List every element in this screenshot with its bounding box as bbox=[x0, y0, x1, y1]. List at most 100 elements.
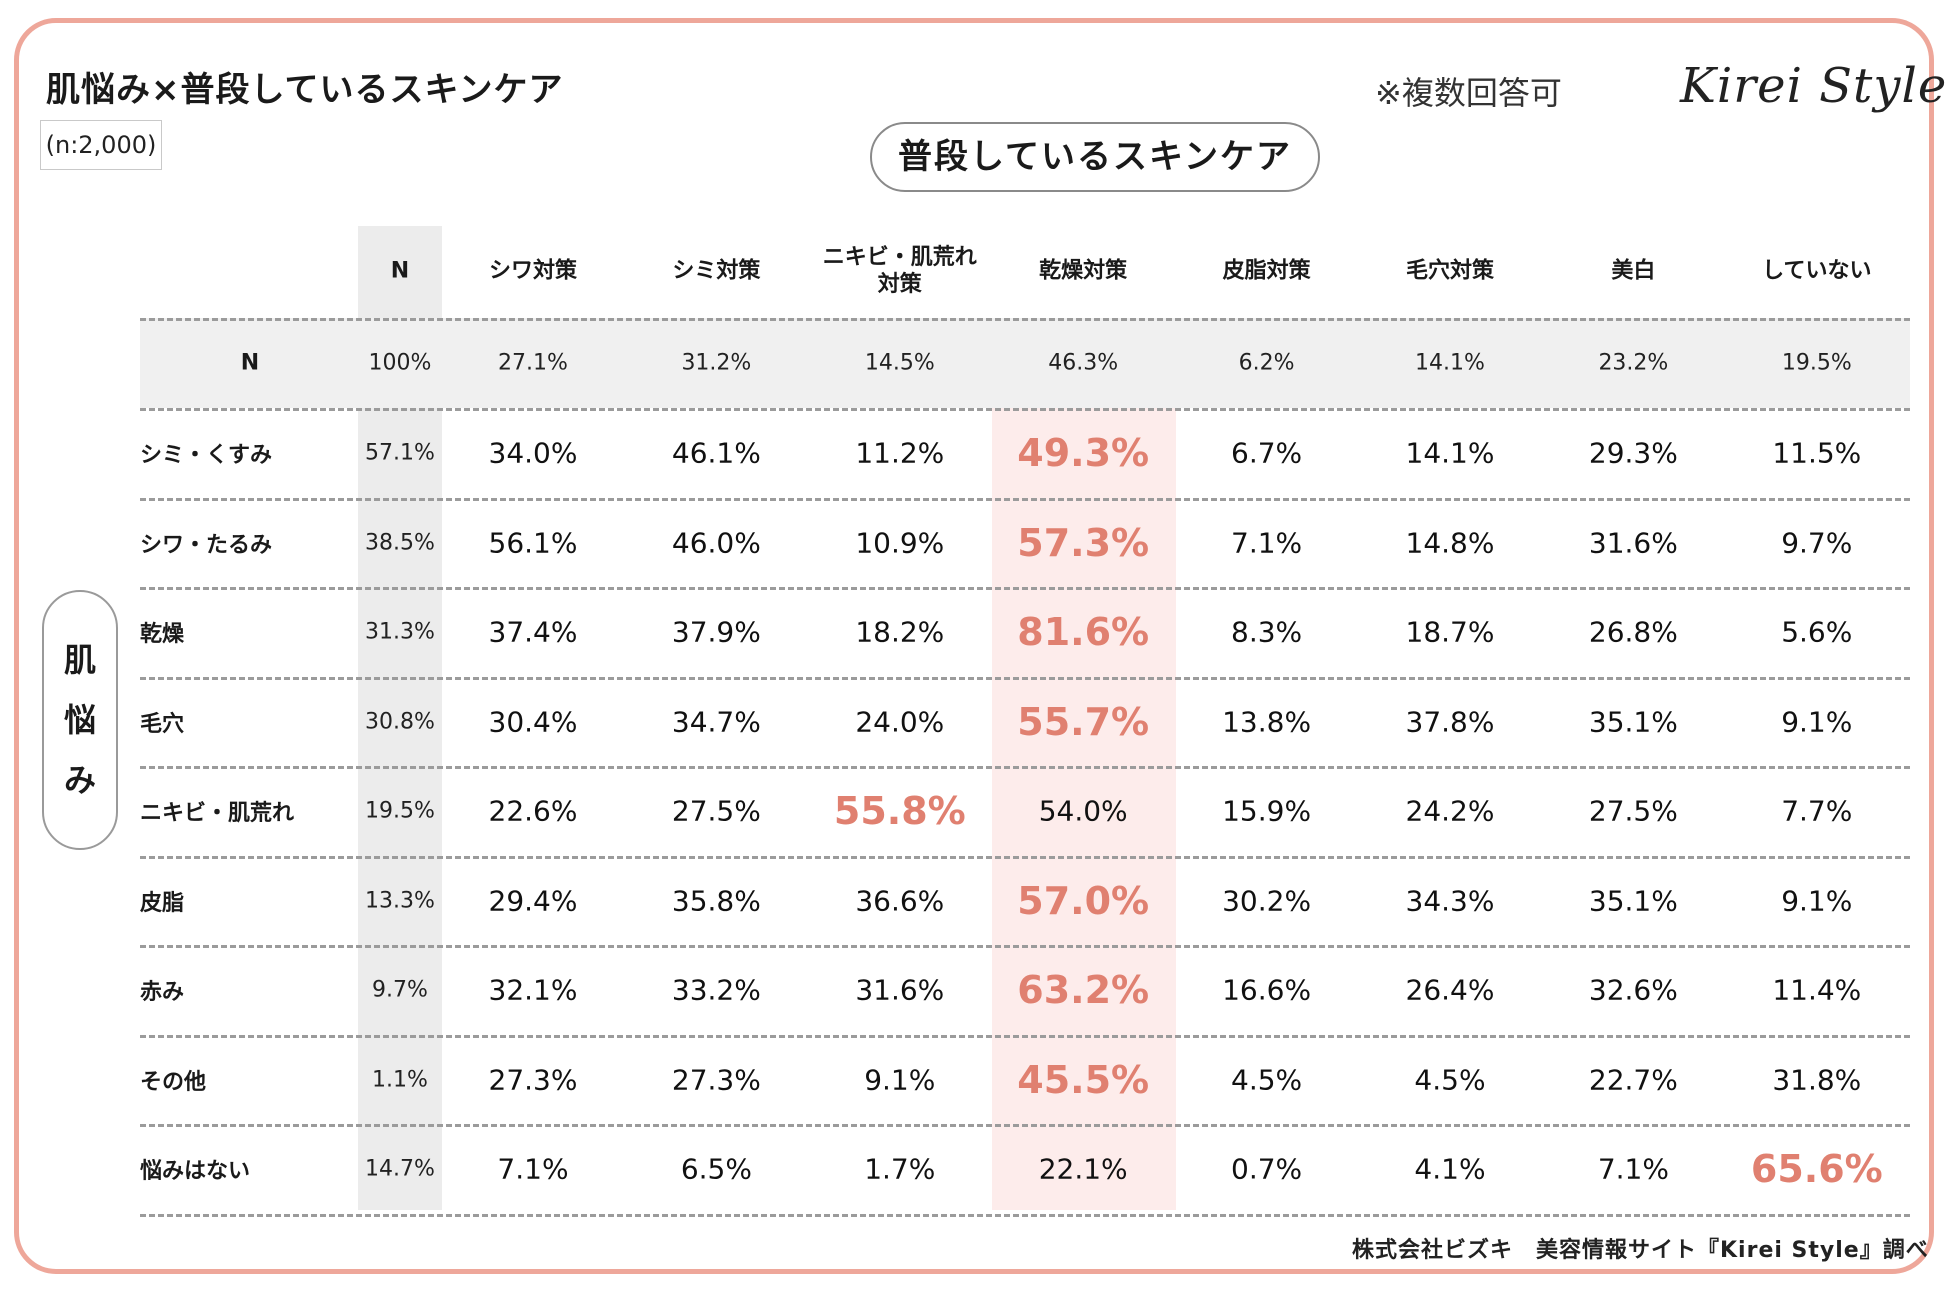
highlight-value: 63.2% bbox=[1017, 968, 1150, 1012]
cell-value: 6.5% bbox=[680, 1152, 752, 1186]
highlight-value: 65.6% bbox=[1750, 1147, 1883, 1191]
cell-value: 4.1% bbox=[1414, 1152, 1486, 1186]
row-n-value: 38.5% bbox=[365, 530, 435, 555]
row-label: シワ・たるみ bbox=[140, 532, 273, 558]
row-divider bbox=[140, 856, 1910, 859]
row-group-char: み bbox=[63, 761, 96, 799]
total-row-value: 14.5% bbox=[864, 350, 935, 376]
cell-value: 14.1% bbox=[1405, 436, 1495, 470]
sample-size-label: (n:2,000) bbox=[40, 120, 162, 170]
row-n-value: 1.1% bbox=[372, 1067, 428, 1092]
cell-value: 29.4% bbox=[488, 884, 578, 917]
cell-value: 30.4% bbox=[488, 705, 578, 738]
cell-value: 35.8% bbox=[671, 884, 761, 917]
cell-value: 33.2% bbox=[671, 973, 761, 1007]
brand-logo: Kirei Style bbox=[1680, 58, 1948, 114]
cell-value: 24.0% bbox=[855, 705, 945, 738]
row-divider bbox=[140, 408, 1910, 411]
cell-value: 37.8% bbox=[1405, 705, 1495, 738]
row-divider bbox=[140, 318, 1910, 321]
cell-value: 26.8% bbox=[1588, 615, 1678, 649]
cell-value: 46.1% bbox=[671, 436, 761, 470]
column-header: シワ対策 bbox=[488, 258, 577, 284]
total-row-value: 31.2% bbox=[681, 350, 752, 376]
multi-answer-note: ※複数回答可 bbox=[1375, 74, 1562, 112]
cell-value: 14.8% bbox=[1405, 526, 1495, 559]
cell-value: 4.5% bbox=[1231, 1063, 1303, 1096]
row-divider bbox=[140, 1124, 1910, 1127]
highlight-column-shade bbox=[992, 408, 1176, 1210]
cell-value: 18.2% bbox=[855, 615, 945, 649]
highlight-value: 49.3% bbox=[1017, 431, 1150, 475]
row-label: シミ・くすみ bbox=[140, 443, 273, 468]
cell-value: 22.6% bbox=[488, 794, 578, 828]
row-divider bbox=[140, 587, 1910, 590]
highlight-value: 81.6% bbox=[1017, 610, 1150, 654]
row-n-value: 30.8% bbox=[365, 709, 435, 734]
column-header: 乾燥対策 bbox=[1039, 258, 1128, 284]
row-group-char: 肌 bbox=[63, 641, 96, 679]
cell-value: 7.1% bbox=[497, 1152, 569, 1186]
row-label: 皮脂 bbox=[140, 890, 185, 916]
row-n-value: 9.7% bbox=[372, 977, 428, 1003]
total-row-value: 19.5% bbox=[1781, 350, 1852, 376]
column-header: シミ対策 bbox=[672, 258, 761, 284]
cell-value: 9.1% bbox=[864, 1063, 936, 1096]
row-divider bbox=[140, 1035, 1910, 1038]
total-row-value: 14.1% bbox=[1415, 350, 1485, 376]
row-label: 赤み bbox=[140, 980, 185, 1005]
row-divider bbox=[140, 766, 1910, 769]
cell-value: 18.7% bbox=[1405, 615, 1495, 649]
column-header-n: N bbox=[390, 258, 410, 284]
total-row-label: N bbox=[240, 350, 260, 376]
cell-value: 54.0% bbox=[1038, 794, 1128, 828]
chart-title: 肌悩み×普段しているスキンケア bbox=[46, 70, 564, 110]
cell-value: 31.6% bbox=[1588, 526, 1678, 559]
cell-value: 10.9% bbox=[855, 526, 945, 559]
cell-value: 24.2% bbox=[1405, 794, 1495, 828]
cell-value: 34.3% bbox=[1405, 884, 1495, 917]
cell-value: 30.2% bbox=[1222, 884, 1312, 917]
cell-value: 15.9% bbox=[1222, 794, 1312, 828]
cell-value: 7.7% bbox=[1781, 794, 1853, 828]
cell-value: 37.9% bbox=[671, 615, 761, 649]
row-n-value: 14.7% bbox=[365, 1156, 435, 1182]
row-label: 悩みはない bbox=[140, 1159, 251, 1184]
row-divider bbox=[140, 677, 1910, 680]
total-row-value: 23.2% bbox=[1598, 350, 1669, 376]
row-group-label: 肌 悩 み bbox=[42, 590, 118, 850]
source-credit: 株式会社ビズキ 美容情報サイト『Kirei Style』調べ bbox=[1352, 1238, 1929, 1263]
cell-value: 26.4% bbox=[1405, 973, 1495, 1007]
column-header: 皮脂対策 bbox=[1222, 258, 1311, 284]
cell-value: 7.1% bbox=[1231, 526, 1303, 559]
cell-value: 11.5% bbox=[1772, 436, 1862, 470]
cell-value: 11.4% bbox=[1772, 973, 1862, 1007]
total-row-value: 6.2% bbox=[1238, 350, 1295, 376]
cell-value: 36.6% bbox=[855, 884, 945, 917]
cell-value: 9.7% bbox=[1781, 526, 1853, 559]
cell-value: 31.6% bbox=[855, 973, 945, 1007]
row-n-value: 13.3% bbox=[365, 888, 435, 913]
total-row-value: 27.1% bbox=[498, 350, 568, 376]
column-header: 毛穴対策 bbox=[1405, 258, 1494, 284]
row-n-value: 31.3% bbox=[365, 619, 435, 645]
cell-value: 22.7% bbox=[1588, 1063, 1678, 1096]
cell-value: 11.2% bbox=[855, 436, 945, 470]
cell-value: 27.3% bbox=[671, 1063, 761, 1096]
cell-value: 27.5% bbox=[1588, 794, 1678, 828]
cell-value: 0.7% bbox=[1231, 1152, 1303, 1186]
total-row-shade bbox=[140, 318, 1910, 408]
highlight-value: 45.5% bbox=[1017, 1057, 1150, 1102]
cell-value: 32.1% bbox=[488, 973, 578, 1007]
row-n-value: 19.5% bbox=[365, 798, 435, 824]
cell-value: 32.6% bbox=[1588, 973, 1678, 1007]
cell-value: 27.5% bbox=[671, 794, 761, 828]
column-header: ニキビ・肌荒れ 対策 bbox=[822, 245, 977, 297]
row-label: その他 bbox=[140, 1069, 207, 1095]
row-divider bbox=[140, 945, 1910, 948]
row-divider bbox=[140, 1214, 1910, 1217]
highlight-value: 57.0% bbox=[1017, 878, 1150, 923]
row-label: ニキビ・肌荒れ bbox=[140, 801, 295, 826]
total-row-value: 46.3% bbox=[1048, 350, 1119, 376]
cell-value: 7.1% bbox=[1597, 1152, 1669, 1186]
